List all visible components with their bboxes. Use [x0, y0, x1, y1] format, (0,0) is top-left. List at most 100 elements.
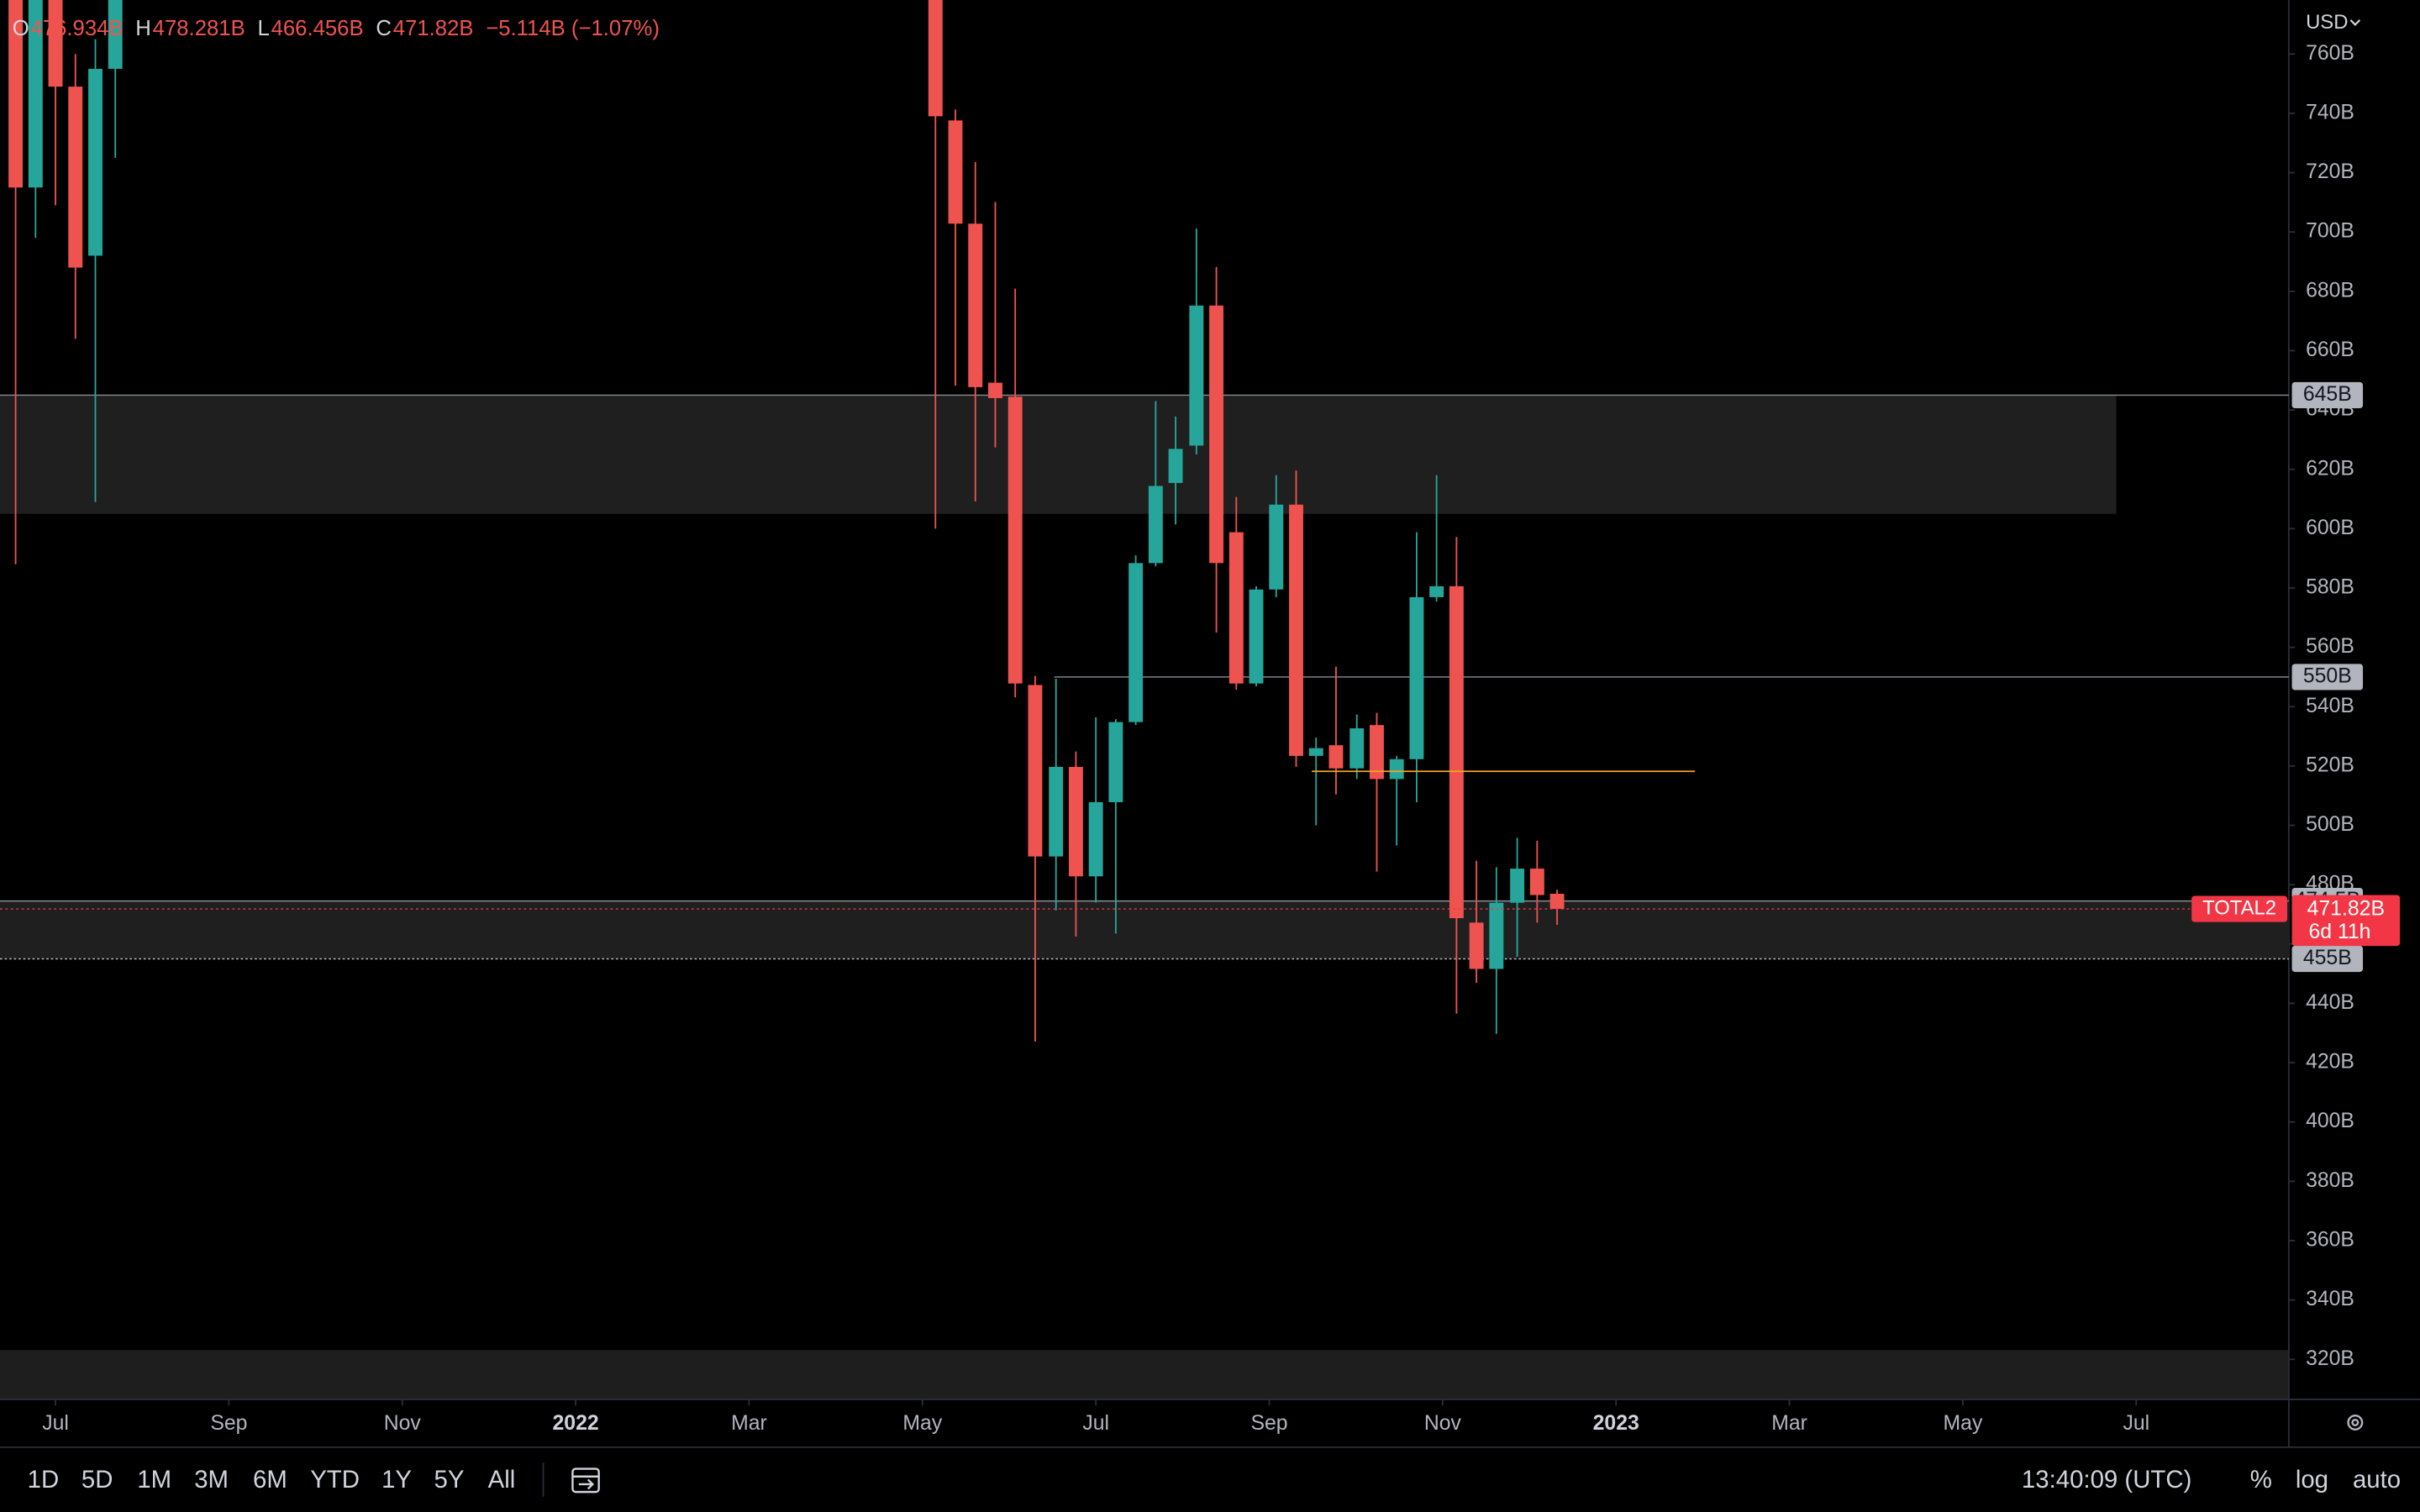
- candle-body: [1128, 563, 1144, 722]
- candle-body: [1549, 893, 1565, 910]
- candle-body: [1007, 396, 1023, 684]
- y-tick-label: 740B: [2306, 101, 2354, 123]
- candle-body: [1349, 728, 1365, 769]
- candle-body: [1269, 504, 1284, 590]
- y-tick-label: 500B: [2306, 813, 2354, 836]
- ohlc-key: H: [135, 17, 151, 40]
- currency-caret: [2349, 19, 2361, 26]
- x-tick-label: Jul: [42, 1412, 69, 1435]
- y-tick-label: 320B: [2306, 1347, 2354, 1370]
- candle-body: [1510, 869, 1525, 903]
- candle-body: [1529, 869, 1544, 895]
- zone: [0, 395, 2117, 514]
- candle-body: [1049, 766, 1064, 857]
- last-price-badge: [2291, 895, 2401, 947]
- ohlc-key: L: [257, 17, 269, 40]
- ohlc-value: 471.82B: [393, 17, 474, 40]
- change: −5.114B (−1.07%): [486, 17, 660, 40]
- candle-body: [1308, 748, 1323, 756]
- y-tick-label: 680B: [2306, 279, 2354, 302]
- candle-body: [1148, 486, 1163, 564]
- range-button[interactable]: 6M: [253, 1466, 287, 1494]
- y-tick-label: 420B: [2306, 1051, 2354, 1074]
- range-button[interactable]: All: [488, 1466, 516, 1494]
- range-button[interactable]: 1Y: [381, 1466, 412, 1494]
- candle-body: [928, 0, 943, 117]
- candle-body: [88, 68, 103, 256]
- x-tick-label: Mar: [1771, 1412, 1807, 1435]
- symbol-label: TOTAL2: [2202, 896, 2276, 919]
- level-badge: [2291, 664, 2364, 690]
- candle-body: [1088, 801, 1103, 877]
- y-tick-label: 660B: [2306, 339, 2354, 361]
- ohlc-value: 466.456B: [271, 17, 364, 40]
- candle-body: [988, 382, 1002, 398]
- x-tick-label: Nov: [384, 1412, 422, 1435]
- candle-body: [1068, 766, 1083, 877]
- candle-body: [1249, 589, 1264, 684]
- y-tick-label: 700B: [2306, 220, 2354, 243]
- level-label: 645B: [2303, 383, 2352, 406]
- y-tick-label: 760B: [2306, 42, 2354, 65]
- date-range-icon[interactable]: [571, 1467, 600, 1494]
- range-button[interactable]: 5D: [82, 1466, 113, 1494]
- clock: 13:40:09 (UTC): [2022, 1466, 2191, 1494]
- candle-body: [1168, 449, 1183, 483]
- symbol-badge: [2191, 895, 2288, 922]
- candle-body: [1469, 922, 1484, 969]
- auto-toggle[interactable]: auto: [2353, 1466, 2401, 1494]
- x-tick-label: Jul: [1082, 1412, 1109, 1435]
- candle-body: [108, 0, 123, 69]
- candle-body: [1449, 585, 1464, 919]
- x-tick-label: May: [1944, 1412, 1983, 1435]
- x-tick-label: May: [902, 1412, 942, 1435]
- level-label: 550B: [2303, 664, 2352, 687]
- x-tick-label: Mar: [731, 1412, 767, 1435]
- range-button[interactable]: 1D: [28, 1466, 60, 1494]
- candle-body: [1289, 504, 1303, 756]
- candle-body: [1389, 759, 1404, 780]
- y-tick-label: 380B: [2306, 1169, 2354, 1192]
- currency[interactable]: USD: [2306, 11, 2348, 34]
- candle-body: [1328, 745, 1344, 769]
- candle-body: [1429, 585, 1444, 597]
- range-button[interactable]: 5Y: [434, 1466, 465, 1494]
- volume-strip: [0, 1350, 2289, 1399]
- level-badge: [2291, 945, 2364, 973]
- ohlc-key: O: [13, 17, 29, 40]
- candle-body: [1189, 305, 1204, 446]
- zone: [0, 900, 2289, 959]
- percent-toggle[interactable]: %: [2250, 1466, 2272, 1494]
- y-tick-label: 360B: [2306, 1229, 2354, 1252]
- y-tick-label: 720B: [2306, 160, 2354, 183]
- range-button[interactable]: YTD: [310, 1466, 360, 1494]
- range-button[interactable]: 1M: [137, 1466, 171, 1494]
- candle-body: [28, 0, 43, 188]
- y-tick-label: 620B: [2306, 457, 2354, 480]
- x-tick-label: Jul: [2123, 1412, 2149, 1435]
- candle-body: [1209, 305, 1224, 564]
- x-tick-label: Sep: [210, 1412, 247, 1435]
- y-tick-label: 540B: [2306, 695, 2354, 717]
- log-toggle[interactable]: log: [2296, 1466, 2328, 1494]
- level-badge: [2291, 381, 2364, 409]
- settings-icon[interactable]: [2347, 1415, 2364, 1431]
- countdown: 6d 11h: [2309, 921, 2371, 943]
- range-button[interactable]: 3M: [194, 1466, 229, 1494]
- candle-body: [1028, 685, 1043, 857]
- y-tick-label: 340B: [2306, 1288, 2354, 1310]
- candle-body: [948, 120, 963, 224]
- ohlc-header: O 476.934B H 478.281B L 466.456B C 471.82B −5.11…: [13, 17, 660, 40]
- y-tick-label: 600B: [2306, 517, 2354, 539]
- ohlc-value: 476.934B: [31, 17, 124, 40]
- ohlc-key: C: [376, 17, 392, 40]
- x-tick-label: 2023: [1593, 1412, 1639, 1435]
- y-tick-label: 580B: [2306, 576, 2354, 599]
- ohlc-value: 478.281B: [153, 17, 245, 40]
- candle-body: [8, 0, 24, 188]
- x-tick-label: 2022: [553, 1412, 599, 1435]
- candle-body: [68, 87, 83, 268]
